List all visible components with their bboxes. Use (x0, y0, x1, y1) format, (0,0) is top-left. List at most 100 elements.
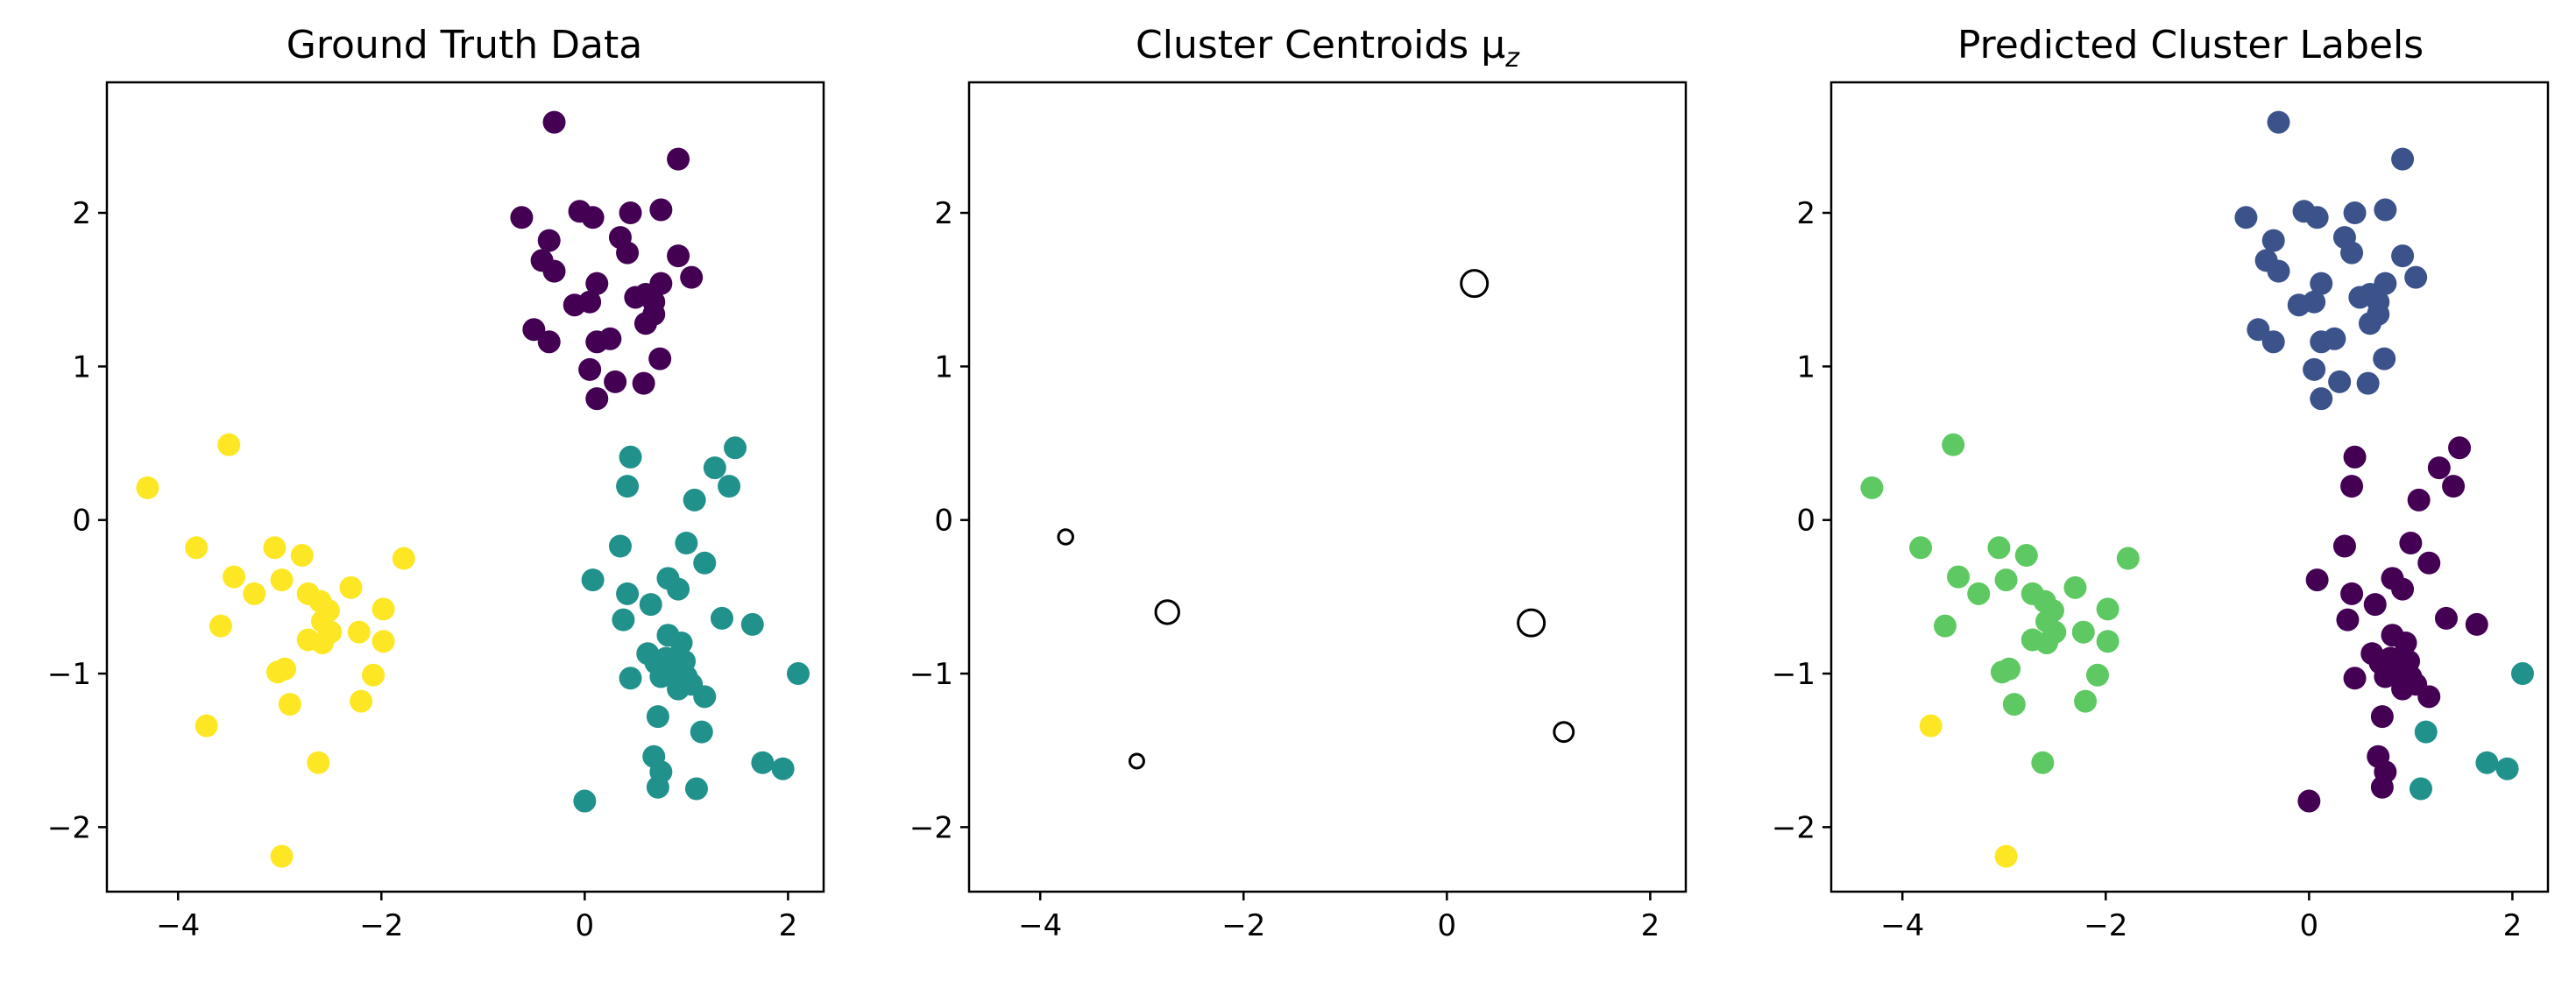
data-point (1994, 568, 2018, 592)
data-point (724, 436, 747, 460)
data-point (1967, 582, 1991, 605)
data-point (2328, 370, 2352, 393)
data-point (2074, 689, 2098, 713)
data-point (1933, 614, 1957, 638)
data-point (667, 147, 690, 171)
predicted-labels-ytick-label: 1 (1796, 349, 1815, 385)
data-point (270, 568, 294, 592)
data-point (684, 777, 708, 801)
data-point (718, 475, 741, 498)
data-point (2374, 198, 2397, 222)
cluster-centroids-axis-ticks: −4 −2 0 2 −2 −1 0 1 2 (909, 196, 1660, 943)
data-point (372, 597, 395, 621)
data-point (578, 290, 602, 314)
data-point (243, 582, 266, 605)
cluster-centroids-ytick-label: 0 (934, 504, 953, 539)
data-point (2442, 475, 2466, 498)
data-point (2340, 241, 2364, 265)
data-point (675, 531, 698, 554)
data-point (1860, 476, 1884, 499)
data-point (510, 206, 534, 229)
data-point (2234, 206, 2258, 229)
data-point (392, 547, 415, 570)
ground-truth-xtick-label: 2 (779, 908, 798, 943)
data-point (2336, 608, 2360, 632)
data-point (2096, 630, 2120, 653)
data-point (619, 445, 642, 469)
cluster-centroids-ytick-label: −2 (909, 810, 953, 845)
data-point (1990, 660, 2013, 684)
ground-truth-xtick-label: −4 (156, 908, 200, 943)
data-point (2404, 265, 2428, 289)
predicted-labels-xtick-label: −2 (2084, 908, 2127, 943)
data-point (2035, 631, 2058, 654)
predicted-labels-ytick-label: 2 (1796, 196, 1815, 231)
data-point (372, 630, 395, 653)
data-point (2261, 330, 2285, 354)
data-point (2303, 357, 2326, 381)
data-point (537, 330, 561, 354)
data-point (2414, 720, 2438, 744)
data-point (2303, 290, 2326, 314)
data-point (2434, 606, 2458, 630)
data-point (2370, 775, 2394, 799)
data-point (537, 229, 561, 252)
data-point (578, 357, 602, 381)
data-point (581, 568, 605, 592)
data-point (2391, 577, 2415, 601)
data-point (2343, 201, 2367, 225)
data-point (648, 347, 672, 371)
data-point (2340, 475, 2364, 498)
data-point (2495, 757, 2519, 780)
data-point (2002, 693, 2026, 716)
cluster-centroids-xtick-label: 2 (1641, 908, 1660, 943)
data-point (619, 201, 642, 225)
data-point (2343, 445, 2367, 469)
data-point (598, 327, 622, 350)
predicted-labels-xtick-label: 2 (2503, 908, 2523, 943)
centroid-marker (1553, 721, 1575, 744)
data-point (581, 206, 605, 229)
data-point (263, 536, 287, 560)
data-point (604, 370, 627, 393)
cluster-centroids-ytick-label: 2 (934, 196, 953, 231)
data-point (649, 665, 673, 688)
data-point (2305, 568, 2329, 592)
data-point (2363, 593, 2387, 617)
data-point (632, 371, 655, 395)
data-point (639, 593, 662, 617)
cluster-centroids-ytick-label: 1 (934, 349, 953, 385)
data-point (2267, 110, 2290, 134)
cluster-centroids-xtick-label: −4 (1018, 908, 1062, 943)
data-point (2356, 371, 2380, 395)
data-point (667, 677, 690, 701)
data-point (1909, 536, 1933, 560)
data-point (2014, 544, 2038, 568)
data-point (693, 551, 717, 575)
data-point (771, 757, 795, 780)
cluster-centroids-plot-frame (967, 81, 1688, 893)
data-point (347, 620, 371, 644)
ground-truth-axis-ticks: −4 −2 0 2 −2 −1 0 1 2 (47, 196, 797, 943)
data-point (2465, 612, 2488, 636)
data-point (2391, 147, 2415, 171)
data-point (2332, 534, 2356, 558)
data-point (667, 244, 690, 268)
predicted-labels-title: Predicted Cluster Labels (1957, 23, 2424, 67)
cluster-centroids-points (1057, 269, 1575, 770)
centroid-marker (1154, 599, 1180, 625)
ground-truth-points (136, 110, 810, 868)
cluster-centroids-xtick-label: 0 (1438, 908, 1457, 943)
data-point (1942, 433, 1965, 456)
centroid-marker (1128, 752, 1145, 770)
data-point (2323, 327, 2346, 350)
data-point (542, 259, 566, 283)
data-point (693, 685, 717, 709)
data-point (690, 720, 713, 744)
data-point (2427, 456, 2451, 480)
data-point (2417, 551, 2441, 575)
data-point (542, 110, 566, 134)
centroid-title-subscript: z (1504, 43, 1520, 74)
data-point (2085, 663, 2109, 687)
